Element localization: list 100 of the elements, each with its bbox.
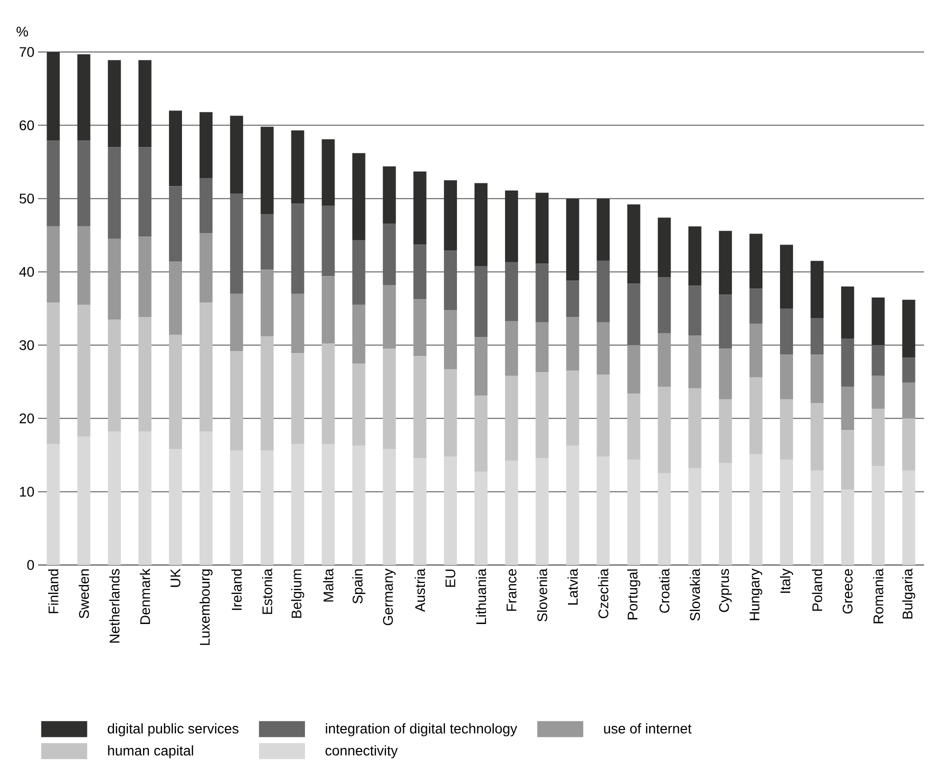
bar [505,460,518,565]
bar [260,214,274,270]
bar [474,472,488,565]
y-tick-label: 10 [20,486,34,497]
y-tick-label: 20 [20,413,34,424]
bar [230,351,244,451]
bar [536,372,549,458]
bar [352,304,366,364]
bar [658,386,671,474]
x-tick-label: Czechia [598,568,608,618]
bar [168,262,182,335]
bar [872,466,885,565]
bar [77,304,90,437]
bar [444,310,457,370]
x-tick-label: Cyprus [719,569,732,612]
bar [658,473,671,565]
bar [200,302,213,432]
bar [536,322,549,372]
y-tick-label: 60 [20,120,34,130]
bar [46,302,60,444]
bar [260,450,274,565]
y-tick-label: 50 [20,194,34,204]
bar [108,432,121,565]
bar [322,276,335,344]
bar [810,403,824,470]
bar [810,470,824,565]
bar [138,236,152,318]
bar [596,374,610,457]
legend-label: connectivity [326,745,398,758]
bar [749,324,762,378]
bar [260,126,274,214]
bar [46,444,60,565]
bar [596,260,610,322]
bar [77,226,90,305]
bar [841,430,854,490]
bar [382,449,396,565]
bar [322,206,335,276]
x-tick-label: Portugal [627,569,640,620]
bar [168,110,182,186]
bar [291,204,304,294]
bar [382,348,396,450]
bar [230,116,244,194]
bar [352,363,366,446]
bar [352,153,366,240]
x-tick-label: Greece [842,569,853,614]
bar [627,394,640,460]
bar [200,233,213,303]
x-tick-label: Hungary [750,568,762,620]
bar [200,112,213,178]
bar [505,190,518,262]
legend-label: human capital [108,745,194,758]
x-tick-label: Italy [780,568,794,593]
bar [718,463,732,565]
bar [902,358,916,383]
bar [841,386,854,430]
bar [780,399,794,460]
bar [505,320,518,376]
bar [688,468,702,565]
bar [566,370,580,446]
y-tick-label: 70 [20,47,34,57]
bar [444,369,457,457]
bar [658,333,671,387]
bar [200,432,213,565]
x-tick-label: Austria [414,568,426,612]
bar [596,198,610,261]
bar [474,183,488,266]
x-tick-label: EU [446,570,456,587]
bar [566,280,580,318]
x-tick-label: Romania [873,568,884,624]
legend-label: use of internet [604,723,692,734]
bar [413,244,426,299]
y-tick-label: 40 [19,266,34,277]
bar [168,449,182,565]
bar [902,470,916,565]
bar [902,418,916,470]
bar [688,226,702,286]
bar [566,317,580,371]
bar [46,52,60,141]
bar [596,456,610,565]
bar [872,376,885,409]
bar [872,298,885,346]
bar [718,399,732,464]
x-tick-label: Denmark [140,568,150,624]
bar [444,456,457,565]
bar [718,348,732,400]
bar [536,264,549,322]
bar [474,266,488,338]
x-tick-label: Germany [383,568,396,626]
bar [749,234,762,289]
bar [474,337,488,396]
x-tick-label: Sweden [78,569,89,618]
bar [382,166,396,224]
bar [291,130,304,204]
bar [138,147,152,237]
bar [108,147,121,239]
bar [413,458,426,565]
bar [108,60,121,148]
x-tick-label: Slovenia [536,568,548,622]
x-tick-label: France [506,569,516,611]
bar [108,238,121,320]
